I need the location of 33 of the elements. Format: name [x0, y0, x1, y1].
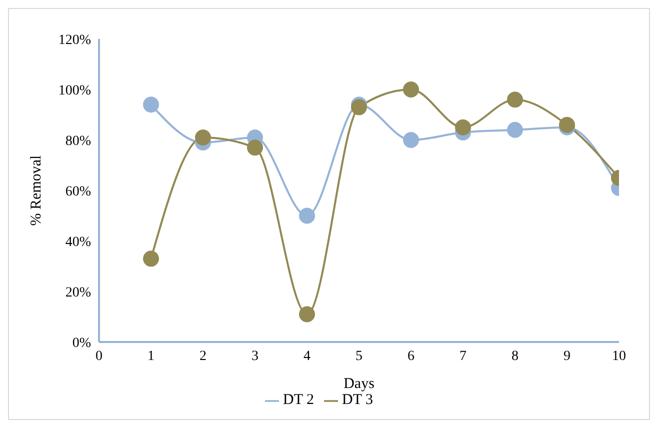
y-tick-label: 20%: [65, 285, 92, 300]
point: [143, 96, 159, 113]
point: [143, 250, 159, 267]
legend-label: DT 2: [283, 392, 314, 408]
x-tick-label: 10: [612, 348, 626, 364]
x-tick-label: 2: [200, 348, 206, 364]
point: [299, 306, 315, 322]
point: [455, 119, 471, 136]
point: [507, 92, 523, 108]
point: [403, 132, 419, 148]
x-tick-label: 0: [96, 348, 102, 364]
x-tick-label: 4: [304, 348, 310, 364]
x-tick-label: 9: [564, 348, 570, 364]
y-tick-label: 60%: [65, 184, 92, 200]
x-tick-label: 5: [356, 348, 362, 364]
x-tick-label: 6: [408, 348, 414, 364]
point: [299, 208, 315, 224]
y-tick-label: 80%: [65, 134, 92, 149]
x-tick-label: 8: [512, 348, 518, 364]
point: [247, 140, 263, 156]
point: [195, 129, 211, 146]
y-tick-label: 0%: [72, 336, 92, 351]
y-tick-label: 40%: [65, 234, 92, 250]
y-tick-label: 100%: [58, 83, 92, 98]
point: [403, 82, 419, 98]
x-tick-label: 1: [148, 348, 154, 364]
legend-label: DT 3: [342, 392, 373, 408]
x-tick-label: 7: [460, 348, 466, 364]
x-axis-title: Days: [344, 376, 375, 392]
x-tick-label: 3: [252, 348, 258, 364]
point: [507, 122, 523, 138]
y-tick-label: 120%: [58, 32, 92, 48]
y-axis-title: % Removal: [28, 155, 44, 226]
